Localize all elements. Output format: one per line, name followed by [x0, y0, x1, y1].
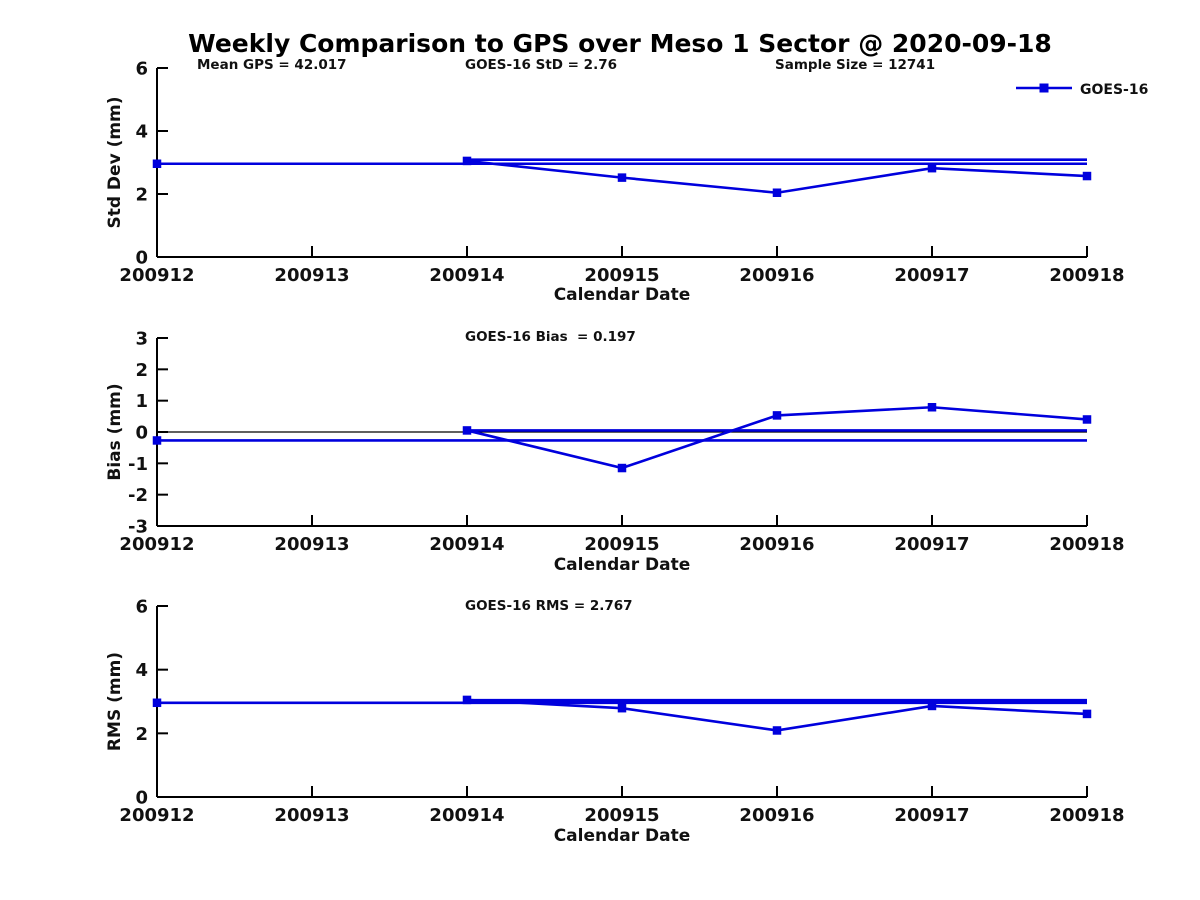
- data-point-marker: [152, 698, 162, 708]
- data-point-marker: [1082, 171, 1092, 181]
- x-axis-label: Calendar Date: [554, 826, 691, 846]
- y-tick-label: 2: [135, 724, 148, 745]
- x-axis-label: Calendar Date: [554, 555, 691, 575]
- y-tick-label: 0: [135, 248, 148, 269]
- y-tick-label: 4: [135, 122, 148, 143]
- series-line-goes16-daily-rms: [466, 698, 1088, 732]
- data-point-marker: [927, 402, 937, 412]
- data-point-marker: [462, 695, 472, 705]
- y-tick-label: 0: [135, 423, 148, 444]
- data-point-marker: [152, 436, 162, 445]
- x-axis-label: Calendar Date: [554, 285, 691, 305]
- data-point-marker: [1082, 415, 1092, 424]
- y-tick-label: -1: [128, 454, 148, 475]
- y-axis-label: Bias (mm): [105, 383, 125, 480]
- series-line-goes16-daily-stddev: [466, 159, 1088, 195]
- data-point-marker: [152, 159, 162, 169]
- subtitle-left: Mean GPS = 42.017: [197, 57, 347, 73]
- x-tick-label: 200918: [1049, 805, 1124, 826]
- y-tick-label: -2: [128, 485, 148, 506]
- data-point-marker: [927, 701, 937, 711]
- x-tick-label: 200913: [274, 265, 349, 286]
- panel-stddev: 0 2 4 6 200912 200913 200914 200915 200916 200917…: [105, 57, 1125, 305]
- data-point-marker: [927, 163, 937, 173]
- y-tick-label: 1: [135, 391, 148, 412]
- y-axis-label: RMS (mm): [105, 652, 125, 751]
- y-tick-label: 2: [135, 360, 148, 381]
- chart-panels: 0 2 4 6 200912 200913 200914 200915 200916 200917…: [105, 57, 1125, 846]
- data-point-marker: [772, 726, 782, 735]
- x-tick-label: 200917: [894, 265, 969, 286]
- y-tick-label: 6: [135, 59, 148, 80]
- data-point-marker: [772, 411, 782, 420]
- x-tick-label: 200915: [584, 805, 659, 826]
- legend-marker: [1039, 83, 1049, 93]
- page-title: Weekly Comparison to GPS over Meso 1 Sec…: [188, 29, 1052, 58]
- legend: GOES-16: [1016, 82, 1148, 98]
- x-tick-label: 200917: [894, 805, 969, 826]
- x-tick-label: 200913: [274, 534, 349, 555]
- x-tick-label: 200915: [584, 265, 659, 286]
- y-axis-label: Std Dev (mm): [105, 96, 125, 228]
- data-point-marker: [617, 463, 627, 473]
- x-tick-label: 200918: [1049, 534, 1124, 555]
- subtitle-right: Sample Size = 12741: [775, 57, 935, 73]
- x-tick-label: 200918: [1049, 265, 1124, 286]
- x-tick-label: 200912: [119, 805, 194, 826]
- subtitle-center: GOES-16 RMS = 2.767: [465, 598, 633, 614]
- panel-rms: 0 2 4 6 200912 200913 200914 200915 200916 200917…: [105, 597, 1125, 847]
- x-tick-label: 200912: [119, 265, 194, 286]
- y-tick-label: 6: [135, 597, 148, 618]
- subtitle-center: GOES-16 Bias = 0.197: [465, 329, 636, 345]
- x-tick-label: 200914: [429, 265, 504, 286]
- x-tick-label: 200913: [274, 805, 349, 826]
- x-tick-label: 200914: [429, 805, 504, 826]
- y-tick-label: 3: [135, 329, 148, 350]
- y-tick-label: 0: [135, 788, 148, 809]
- data-point-marker: [1082, 709, 1092, 719]
- data-point-marker: [617, 703, 627, 713]
- y-tick-label: -3: [128, 517, 148, 538]
- x-tick-label: 200916: [739, 805, 814, 826]
- data-point-marker: [772, 188, 782, 197]
- data-point-marker: [462, 426, 472, 435]
- x-tick-label: 200914: [429, 534, 504, 555]
- panel-bias: -3 -2 -1 0 1 2 3 200912 200913 200914 200915 200916…: [105, 329, 1125, 576]
- x-tick-label: 200915: [584, 534, 659, 555]
- y-tick-label: 2: [135, 185, 148, 206]
- x-tick-label: 200916: [739, 265, 814, 286]
- x-tick-label: 200912: [119, 534, 194, 555]
- x-tick-label: 200916: [739, 534, 814, 555]
- x-tick-label: 200917: [894, 534, 969, 555]
- legend-label: GOES-16: [1080, 82, 1148, 98]
- subtitle-center: GOES-16 StD = 2.76: [465, 57, 617, 73]
- data-point-marker: [617, 173, 627, 182]
- data-point-marker: [462, 156, 472, 166]
- y-tick-label: 4: [135, 660, 148, 681]
